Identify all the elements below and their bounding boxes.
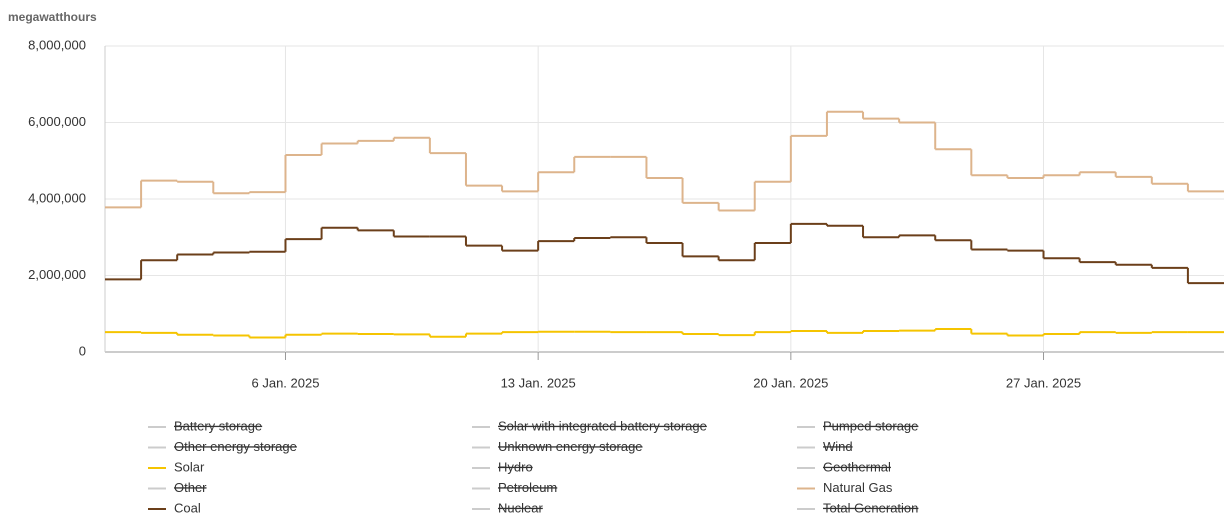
legend-item[interactable]: Unknown energy storage bbox=[498, 439, 643, 454]
y-tick-label: 8,000,000 bbox=[28, 37, 86, 52]
legend-item[interactable]: Geothermal bbox=[823, 459, 891, 474]
legend-item[interactable]: Petroleum bbox=[498, 480, 557, 495]
y-tick-label: 6,000,000 bbox=[28, 114, 86, 129]
x-tick-label: 27 Jan. 2025 bbox=[1006, 375, 1081, 390]
x-tick-label: 20 Jan. 2025 bbox=[753, 375, 828, 390]
legend-item[interactable]: Wind bbox=[823, 439, 853, 454]
x-tick-label: 6 Jan. 2025 bbox=[252, 375, 320, 390]
legend-item[interactable]: Battery storage bbox=[174, 418, 262, 433]
legend-item[interactable]: Other energy storage bbox=[174, 439, 297, 454]
y-tick-label: 0 bbox=[79, 343, 86, 358]
legend-item[interactable]: Other bbox=[174, 480, 207, 495]
legend-item[interactable]: Coal bbox=[174, 500, 201, 515]
legend-item[interactable]: Solar with integrated battery storage bbox=[498, 418, 707, 433]
legend-item[interactable]: Natural Gas bbox=[823, 480, 893, 495]
legend-item[interactable]: Nuclear bbox=[498, 500, 543, 515]
y-tick-label: 2,000,000 bbox=[28, 267, 86, 282]
legend-item[interactable]: Solar bbox=[174, 459, 205, 474]
y-axis-label: megawatthours bbox=[8, 10, 97, 24]
y-tick-label: 4,000,000 bbox=[28, 190, 86, 205]
x-tick-label: 13 Jan. 2025 bbox=[501, 375, 576, 390]
legend-item[interactable]: Pumped storage bbox=[823, 418, 918, 433]
legend-item[interactable]: Hydro bbox=[498, 459, 533, 474]
legend-item[interactable]: Total Generation bbox=[823, 500, 918, 515]
